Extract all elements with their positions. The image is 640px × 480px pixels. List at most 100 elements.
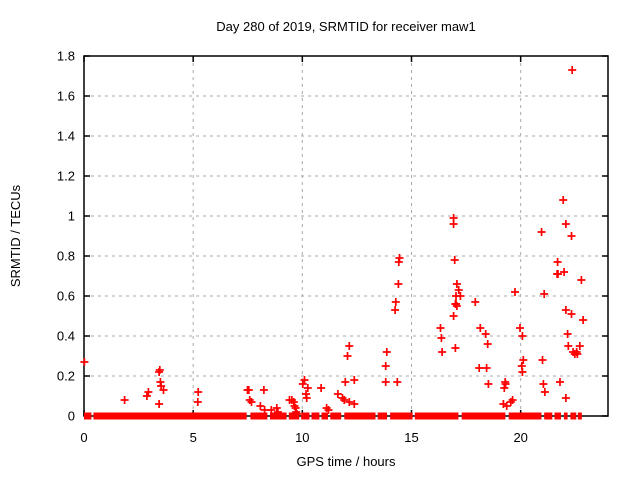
data-point <box>560 268 569 276</box>
y-tick-label: 0.8 <box>57 249 75 264</box>
data-point <box>511 288 519 296</box>
data-point <box>333 390 342 398</box>
data-point <box>501 380 510 388</box>
zero-band-segment <box>508 412 542 420</box>
data-point <box>324 406 333 414</box>
data-point <box>500 384 509 392</box>
data-point <box>564 342 573 350</box>
data-point <box>394 280 403 288</box>
y-tick-label: 1.6 <box>57 89 75 104</box>
x-tick-label: 0 <box>80 430 87 445</box>
zero-band-segment <box>414 412 459 420</box>
data-point <box>350 400 359 408</box>
data-point <box>317 384 326 392</box>
data-point <box>382 348 391 356</box>
zero-band-segment <box>321 412 328 420</box>
data-point <box>456 292 465 300</box>
data-point <box>395 254 404 262</box>
data-point <box>567 232 576 240</box>
data-point <box>144 388 153 396</box>
data-point <box>537 228 546 236</box>
data-point <box>568 66 577 74</box>
plot-area: 0 5 10 15 20 0 0.2 0.4 0.6 0.8 1 1.2 1.4 1.6 1.8 <box>57 49 609 445</box>
zero-band-segment <box>93 412 247 420</box>
data-point <box>484 380 493 388</box>
data-point <box>475 364 484 372</box>
data-point <box>244 386 253 394</box>
zero-band-segment <box>311 412 320 420</box>
data-point <box>450 256 459 264</box>
y-tick-label: 0.4 <box>57 329 75 344</box>
data-point <box>345 342 354 350</box>
y-tick-label: 1.2 <box>57 169 75 184</box>
y-tick-label: 0 <box>68 409 75 424</box>
data-point <box>559 196 568 204</box>
data-point <box>393 378 402 386</box>
data-point <box>451 344 460 352</box>
data-point <box>481 330 490 338</box>
data-point <box>538 356 547 364</box>
data-point <box>518 368 527 376</box>
data-point <box>381 378 390 386</box>
zero-band-segment <box>377 412 388 420</box>
data-point <box>471 298 480 306</box>
data-point <box>303 384 312 392</box>
data-point <box>343 352 352 360</box>
zero-band-segment <box>544 412 553 420</box>
zero-band-segment <box>563 412 568 420</box>
data-point <box>155 400 164 408</box>
data-point <box>561 394 570 402</box>
zero-band-segment <box>344 412 376 420</box>
x-tick-label: 15 <box>404 430 418 445</box>
data-point <box>194 388 203 396</box>
data-point <box>292 410 301 418</box>
data-point <box>267 406 276 414</box>
zero-band-segment <box>330 412 342 420</box>
zero-band-segment <box>390 412 413 420</box>
data-point <box>80 358 89 366</box>
y-axis-label: SRMTID / TECUs <box>8 184 23 287</box>
x-tick-label: 20 <box>513 430 527 445</box>
y-tick-label: 0.6 <box>57 289 75 304</box>
x-tick-label: 5 <box>190 430 197 445</box>
tick-marks <box>83 55 608 417</box>
zero-band-segment <box>301 412 310 420</box>
data-point <box>540 388 549 396</box>
zero-band-segment <box>84 412 92 420</box>
plot-border <box>83 55 609 417</box>
data-point <box>159 386 168 394</box>
data-point <box>193 398 202 406</box>
zero-band-segment <box>461 412 506 420</box>
data-point <box>508 396 517 404</box>
data-point <box>142 392 151 400</box>
data-point <box>155 366 164 374</box>
data-point <box>449 312 458 320</box>
data-point <box>350 376 359 384</box>
x-axis-label: GPS time / hours <box>297 454 396 469</box>
data-point <box>518 332 527 340</box>
data-points <box>80 66 588 418</box>
data-point <box>561 306 570 314</box>
data-point <box>516 324 524 332</box>
data-point <box>381 362 390 370</box>
y-tick-label: 1.8 <box>57 49 75 64</box>
y-tick-label: 1.4 <box>57 129 75 144</box>
data-point <box>577 276 586 284</box>
data-point <box>247 398 256 406</box>
data-point <box>452 280 461 288</box>
zero-band-segment <box>570 412 577 420</box>
data-point <box>438 348 447 356</box>
x-tick-labels: 0 5 10 15 20 <box>80 430 528 445</box>
data-point <box>452 302 461 310</box>
data-point <box>341 378 350 386</box>
data-point <box>260 406 269 414</box>
y-tick-label: 0.2 <box>57 369 75 384</box>
chart-title: Day 280 of 2019, SRMTID for receiver maw… <box>216 19 475 34</box>
grid-lines <box>84 56 608 416</box>
zero-band-segment <box>250 412 268 420</box>
data-point <box>579 316 588 324</box>
data-point <box>391 298 400 306</box>
data-point <box>519 356 528 364</box>
data-point <box>556 378 564 386</box>
